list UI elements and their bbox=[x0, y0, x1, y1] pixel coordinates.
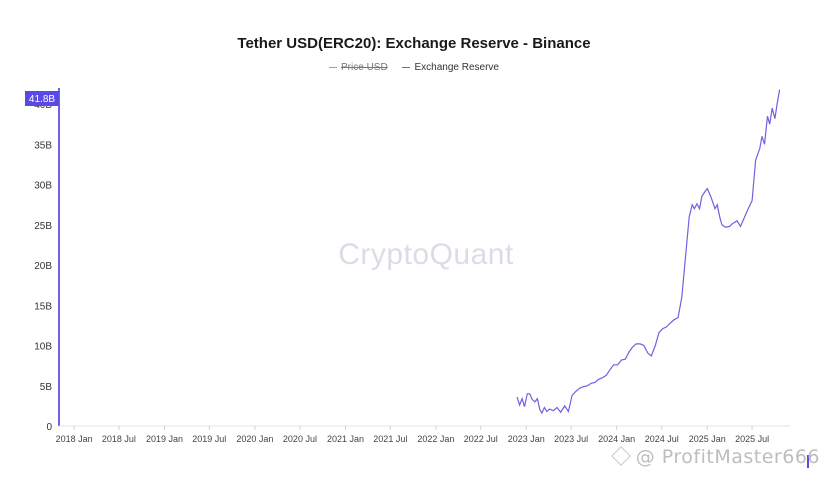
y-tick-label: 20B bbox=[34, 261, 52, 272]
y-axis: 05B10B15B20B25B30B35B40B bbox=[34, 100, 52, 433]
x-tick-label: 2019 Jan bbox=[146, 434, 183, 444]
current-value-flag: 41.8B bbox=[25, 91, 59, 106]
footer-watermark: @ ProfitMaster666 bbox=[610, 446, 820, 468]
chart-legend: Price USD Exchange Reserve bbox=[0, 62, 828, 73]
x-tick-label: 2025 Jul bbox=[735, 434, 769, 444]
x-tick-label: 2024 Jan bbox=[598, 434, 635, 444]
x-tick-label: 2019 Jul bbox=[192, 434, 226, 444]
y-tick-label: 30B bbox=[34, 181, 52, 192]
y-tick-label: 5B bbox=[40, 382, 53, 393]
x-axis: 2018 Jan 2018 Jul 2019 Jan 2019 Jul 2020 Jan… bbox=[56, 426, 769, 444]
x-tick-label: 2021 Jul bbox=[373, 434, 407, 444]
series-line-exchange-reserve bbox=[516, 89, 781, 415]
x-tick-label: 2023 Jul bbox=[554, 434, 588, 444]
y-tick-label: 0 bbox=[46, 422, 52, 433]
current-value-flag-bg bbox=[25, 91, 59, 106]
legend-label-exchange-reserve: Exchange Reserve bbox=[414, 62, 499, 73]
y-tick-label: 15B bbox=[34, 301, 52, 312]
footer-watermark-text: @ ProfitMaster666 bbox=[635, 446, 820, 468]
x-tick-label: 2018 Jul bbox=[102, 434, 136, 444]
y-tick-label: 35B bbox=[34, 140, 52, 151]
y-tick-label: 10B bbox=[34, 342, 52, 353]
x-tick-label: 2022 Jul bbox=[464, 434, 498, 444]
x-tick-label: 2023 Jan bbox=[508, 434, 545, 444]
x-tick-label: 2025 Jan bbox=[689, 434, 726, 444]
y-tick-label: 25B bbox=[34, 221, 52, 232]
binance-diamond-icon bbox=[610, 446, 631, 466]
current-value-label: 41.8B bbox=[29, 94, 55, 105]
legend-swatch-price-usd bbox=[329, 66, 338, 68]
chart-title: Tether USD(ERC20): Exchange Reserve - Bi… bbox=[237, 35, 591, 52]
x-tick-label: 2022 Jan bbox=[417, 434, 454, 444]
scroll-handle[interactable] bbox=[807, 455, 809, 468]
legend-item-exchange-reserve[interactable]: Exchange Reserve bbox=[402, 62, 499, 73]
x-tick-label: 2020 Jul bbox=[283, 434, 317, 444]
legend-swatch-exchange-reserve bbox=[402, 66, 411, 68]
chart-watermark: CryptoQuant bbox=[338, 238, 514, 271]
x-tick-label: 2024 Jul bbox=[645, 434, 679, 444]
x-tick-label: 2021 Jan bbox=[327, 434, 364, 444]
legend-item-price-usd[interactable]: Price USD bbox=[329, 62, 388, 73]
x-tick-label: 2018 Jan bbox=[56, 434, 93, 444]
legend-label-price-usd: Price USD bbox=[341, 62, 388, 73]
x-tick-label: 2020 Jan bbox=[236, 434, 273, 444]
